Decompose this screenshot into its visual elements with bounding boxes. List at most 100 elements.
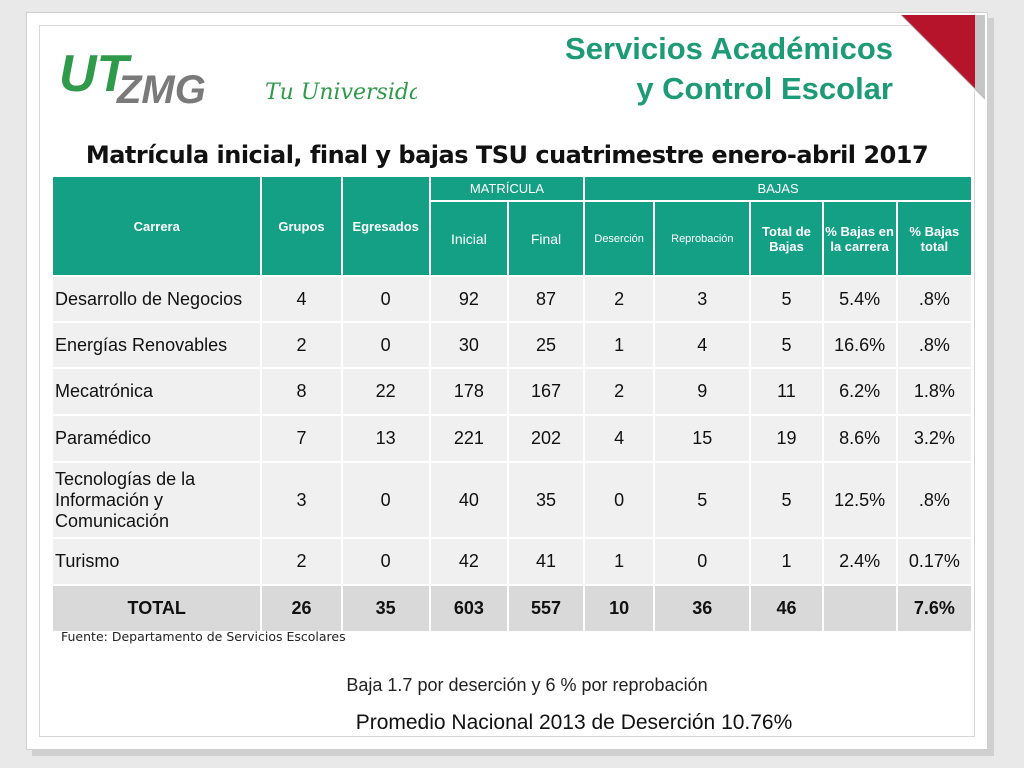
- cell-pct-total: 3.2%: [895, 414, 974, 463]
- header-egresados: Egresados: [340, 175, 431, 277]
- cell-carrera: Paramédico: [50, 414, 263, 463]
- cell-carrera: Energías Renovables: [50, 321, 263, 369]
- cell-final: 25: [506, 321, 586, 369]
- cell-reprobacion: 36: [653, 584, 752, 633]
- national-average-note: Promedio Nacional 2013 de Deserción 10.7…: [355, 711, 793, 734]
- cell-carrera: TOTAL: [50, 584, 263, 633]
- cell-pct-carrera: 8.6%: [821, 414, 898, 463]
- utzmg-logo: UT ZMG Tu Universidad !: [59, 45, 417, 112]
- cell-egresados: 0: [340, 275, 431, 323]
- table-total-row: TOTAL 26 35 603 557 10 36 46 7.6%: [50, 584, 974, 633]
- slide-frame: [39, 25, 975, 737]
- cell-reprobacion: 0: [653, 537, 752, 586]
- header-inicial: Inicial: [428, 200, 509, 277]
- logo-zmg-text: ZMG: [116, 68, 206, 112]
- cell-reprobacion: 9: [653, 367, 752, 416]
- table-row: Mecatrónica 8 22 178 167 2 9 11 6.2% 1.8…: [50, 367, 974, 416]
- cell-egresados: 22: [340, 367, 431, 416]
- cell-carrera: Desarrollo de Negocios: [50, 275, 263, 323]
- cell-final: 202: [506, 414, 586, 463]
- cell-pct-carrera: 5.4%: [821, 275, 898, 323]
- header-title-line1: Servicios Académicos: [565, 31, 893, 66]
- cell-egresados: 13: [340, 414, 431, 463]
- header-title-line2: y Control Escolar: [636, 71, 893, 106]
- header-matricula: MATRÍCULA: [428, 175, 586, 202]
- header-bajas: BAJAS: [583, 175, 973, 202]
- cell-inicial: 221: [428, 414, 509, 463]
- cell-total-bajas: 46: [749, 584, 824, 633]
- cell-final: 167: [506, 367, 586, 416]
- cell-inicial: 30: [428, 321, 509, 369]
- cell-pct-carrera: 6.2%: [821, 367, 898, 416]
- logo-ut-text: UT: [59, 45, 133, 103]
- header-final: Final: [506, 200, 586, 277]
- cell-inicial: 178: [428, 367, 509, 416]
- cell-total-bajas: 5: [749, 275, 824, 323]
- cell-desercion: 10: [583, 584, 656, 633]
- cell-pct-carrera: 2.4%: [821, 537, 898, 586]
- cell-desercion: 2: [583, 367, 656, 416]
- table-row: Turismo 2 0 42 41 1 0 1 2.4% 0.17%: [50, 537, 974, 586]
- cell-total-bajas: 19: [749, 414, 824, 463]
- header-title: Servicios Académicos y Control Escolar: [565, 29, 893, 109]
- table-row: Tecnologías de la Información y Comunica…: [50, 461, 974, 539]
- cell-pct-total: 1.8%: [895, 367, 974, 416]
- cell-reprobacion: 15: [653, 414, 752, 463]
- cell-pct-total: .8%: [895, 321, 974, 369]
- header-grupos: Grupos: [260, 175, 343, 277]
- cell-total-bajas: 1: [749, 537, 824, 586]
- header-desercion: Deserción: [583, 200, 656, 277]
- enrollment-table: Carrera Grupos Egresados MATRÍCULA BAJAS…: [50, 175, 974, 633]
- cell-pct-total: .8%: [895, 275, 974, 323]
- cell-total-bajas: 11: [749, 367, 824, 416]
- cell-total-bajas: 5: [749, 461, 824, 539]
- cell-final: 87: [506, 275, 586, 323]
- header-pct-carrera: % Bajas en la carrera: [821, 200, 898, 277]
- source-note: Fuente: Departamento de Servicios Escola…: [61, 629, 346, 644]
- header-pct-total: % Bajas total: [895, 200, 974, 277]
- cell-grupos: 2: [260, 321, 343, 369]
- header-carrera: Carrera: [50, 175, 263, 277]
- cell-grupos: 4: [260, 275, 343, 323]
- cell-grupos: 7: [260, 414, 343, 463]
- table-row: Paramédico 7 13 221 202 4 15 19 8.6% 3.2…: [50, 414, 974, 463]
- cell-desercion: 1: [583, 537, 656, 586]
- cell-carrera: Tecnologías de la Información y Comunica…: [50, 461, 263, 539]
- cell-pct-total: 7.6%: [895, 584, 974, 633]
- cell-egresados: 35: [340, 584, 431, 633]
- cell-grupos: 2: [260, 537, 343, 586]
- table-title: Matrícula inicial, final y bajas TSU cua…: [85, 141, 929, 169]
- cell-pct-carrera: 16.6%: [821, 321, 898, 369]
- cell-grupos: 26: [260, 584, 343, 633]
- cell-carrera: Turismo: [50, 537, 263, 586]
- cell-inicial: 92: [428, 275, 509, 323]
- cell-reprobacion: 3: [653, 275, 752, 323]
- cell-total-bajas: 5: [749, 321, 824, 369]
- cell-final: 41: [506, 537, 586, 586]
- slide: UT ZMG Tu Universidad ! Servicios Académ…: [26, 12, 988, 750]
- cell-pct-total: .8%: [895, 461, 974, 539]
- cell-inicial: 40: [428, 461, 509, 539]
- table-row: Desarrollo de Negocios 4 0 92 87 2 3 5 5…: [50, 275, 974, 323]
- cell-inicial: 42: [428, 537, 509, 586]
- cell-reprobacion: 4: [653, 321, 752, 369]
- cell-egresados: 0: [340, 461, 431, 539]
- header-total-bajas: Total de Bajas: [749, 200, 824, 277]
- cell-reprobacion: 5: [653, 461, 752, 539]
- cell-carrera: Mecatrónica: [50, 367, 263, 416]
- cell-pct-carrera: 12.5%: [821, 461, 898, 539]
- cell-desercion: 1: [583, 321, 656, 369]
- cell-desercion: 2: [583, 275, 656, 323]
- cell-grupos: 8: [260, 367, 343, 416]
- cell-desercion: 0: [583, 461, 656, 539]
- logo-slogan-text: Tu Universidad !: [265, 80, 417, 105]
- header-reprobacion: Reprobación: [653, 200, 752, 277]
- cell-desercion: 4: [583, 414, 656, 463]
- corner-fold-decoration: [897, 13, 987, 103]
- desertion-summary-note: Baja 1.7 por deserción y 6 % por reproba…: [346, 675, 708, 695]
- cell-final: 557: [506, 584, 586, 633]
- cell-grupos: 3: [260, 461, 343, 539]
- cell-egresados: 0: [340, 537, 431, 586]
- cell-pct-total: 0.17%: [895, 537, 974, 586]
- cell-pct-carrera: [821, 584, 898, 633]
